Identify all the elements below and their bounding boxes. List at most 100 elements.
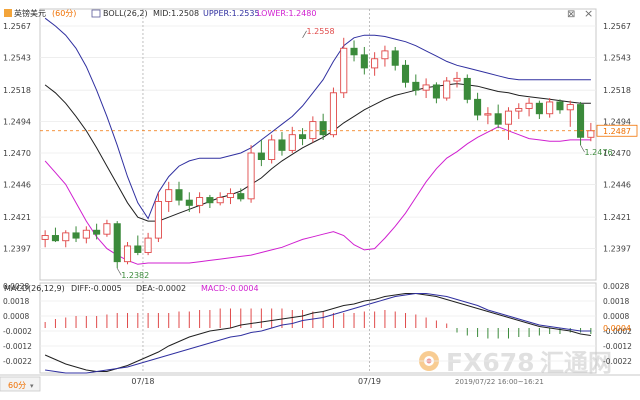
boll-upper-line xyxy=(44,17,591,220)
time-range-label: 2019/07/22 16:00~16:21 xyxy=(455,378,544,386)
y-tick-left: 1.2446 xyxy=(3,180,31,189)
candlesticks xyxy=(41,37,595,269)
candle-up xyxy=(103,219,111,237)
symbol-name: 英镑美元 xyxy=(14,8,46,18)
candle-down xyxy=(535,100,543,119)
candle-down xyxy=(299,128,307,146)
candle-up xyxy=(247,145,255,203)
y-tick-right: 1.2567 xyxy=(603,22,631,31)
candle-down xyxy=(175,181,183,206)
candle-up xyxy=(422,78,430,99)
candle-up xyxy=(82,226,90,244)
macd-label: MACD(26,12,9) xyxy=(4,284,65,293)
candle-up xyxy=(123,242,132,265)
candle-down xyxy=(556,99,564,114)
macd-y-tick-left: 0.0018 xyxy=(3,297,29,306)
watermark: FX678 汇通网 xyxy=(419,348,612,377)
boll-mid-line xyxy=(44,83,591,222)
candle-down xyxy=(206,194,214,208)
price-annotation: 1.2558 xyxy=(307,27,335,36)
candle-up xyxy=(443,77,451,101)
candle-up xyxy=(154,192,162,243)
candle-up xyxy=(546,98,554,118)
price-panel-frame xyxy=(39,8,597,281)
macd-y-tick-left: -0.0012 xyxy=(3,342,32,351)
x-tick-label: 07/19 xyxy=(358,377,381,386)
footer: 60分 ▾ 2019/07/22 16:00~16:21 xyxy=(0,376,544,392)
candle-up xyxy=(484,107,492,125)
macd-y-tick-right: -0.0022 xyxy=(603,357,632,366)
candle-up xyxy=(268,134,276,164)
macd-y-tick-right: -0.0002 xyxy=(603,327,632,336)
maximize-icon[interactable]: ⊠ xyxy=(567,9,575,20)
current-price-box xyxy=(596,124,638,137)
candle-down xyxy=(474,92,482,121)
candle-down xyxy=(463,74,471,104)
current-price-label: 1.2487 xyxy=(603,127,631,136)
candle-down xyxy=(134,235,142,256)
candle-up xyxy=(144,232,152,256)
y-tick-right: 1.2446 xyxy=(603,180,631,189)
candle-up xyxy=(515,103,523,119)
candle-down xyxy=(185,192,193,212)
macd-value: MACD:-0.0004 xyxy=(201,284,259,293)
candle-up xyxy=(340,37,348,99)
candle-down xyxy=(432,82,440,104)
y-tick-right: 1.2543 xyxy=(603,53,631,62)
y-tick-left: 1.2494 xyxy=(3,118,31,127)
candle-up xyxy=(504,107,513,140)
candle-down xyxy=(72,226,80,243)
macd-diff: DIFF:-0.0005 xyxy=(71,284,122,293)
macd-diff-line xyxy=(44,293,591,372)
candle-up xyxy=(165,181,173,212)
boll-upper: UPPER:1.2535 xyxy=(203,9,260,18)
boll-mid: MID:1.2508 xyxy=(153,9,199,18)
candle-down xyxy=(319,113,327,140)
candle-down xyxy=(350,40,358,62)
axis-ticks: 1.2567 1.2567 1.2543 1.2543 1.2518 1.2518 1.24… xyxy=(3,22,632,366)
macd-panel-frame xyxy=(39,282,597,374)
candle-down xyxy=(412,74,420,96)
period-tab-label: 60分 xyxy=(8,381,26,390)
close-icon[interactable]: × xyxy=(584,7,593,20)
candle-down xyxy=(237,188,245,202)
candle-down xyxy=(401,60,410,88)
candle-down xyxy=(113,221,121,269)
period-tab-arrow-icon[interactable]: ▾ xyxy=(30,382,34,390)
candle-up xyxy=(566,100,574,127)
candle-down xyxy=(278,132,286,156)
price-annotations: 1.2558 1.2382 1.2476 xyxy=(116,27,613,280)
y-tick-left: 1.2470 xyxy=(3,149,31,158)
candle-down xyxy=(391,46,399,71)
candle-up xyxy=(216,192,224,206)
macd-y-tick-left: -0.0002 xyxy=(3,327,32,336)
x-tick-label: 07/18 xyxy=(131,377,154,386)
candle-down xyxy=(93,223,101,240)
y-tick-right: 1.2397 xyxy=(603,245,631,254)
candle-up xyxy=(226,188,235,205)
macd-y-tick-left: 0.0008 xyxy=(3,312,29,321)
candle-down xyxy=(577,101,585,146)
watermark-logo-text: FX678 xyxy=(446,348,535,377)
candle-up xyxy=(309,116,317,143)
y-tick-right: 1.2470 xyxy=(603,149,631,158)
macd-current-value: 0.0004 xyxy=(603,324,631,333)
macd-dea-line xyxy=(45,293,591,374)
y-tick-right: 1.2518 xyxy=(603,86,631,95)
macd-dea: DEA:-0.0002 xyxy=(136,284,186,293)
bollinger-bands xyxy=(44,17,591,265)
candle-up xyxy=(525,98,533,117)
candle-down xyxy=(257,139,265,167)
price-annotation: 1.2476 xyxy=(585,148,613,157)
macd-y-tick-right: -0.0012 xyxy=(603,342,632,351)
candle-up xyxy=(329,87,337,138)
indicator-settings-icon[interactable] xyxy=(91,9,101,18)
price-header: 英镑美元 (60分) BOLL(26,2) MID:1.2508 UPPER:1… xyxy=(4,8,316,18)
y-tick-left: 1.2567 xyxy=(3,22,31,31)
macd-y-tick-left: 0.0028 xyxy=(3,282,29,291)
x-axis-labels: 07/18 07/19 xyxy=(131,377,381,386)
period-tab[interactable] xyxy=(0,376,41,392)
candle-down xyxy=(360,46,368,75)
period-label: (60分) xyxy=(52,9,76,18)
